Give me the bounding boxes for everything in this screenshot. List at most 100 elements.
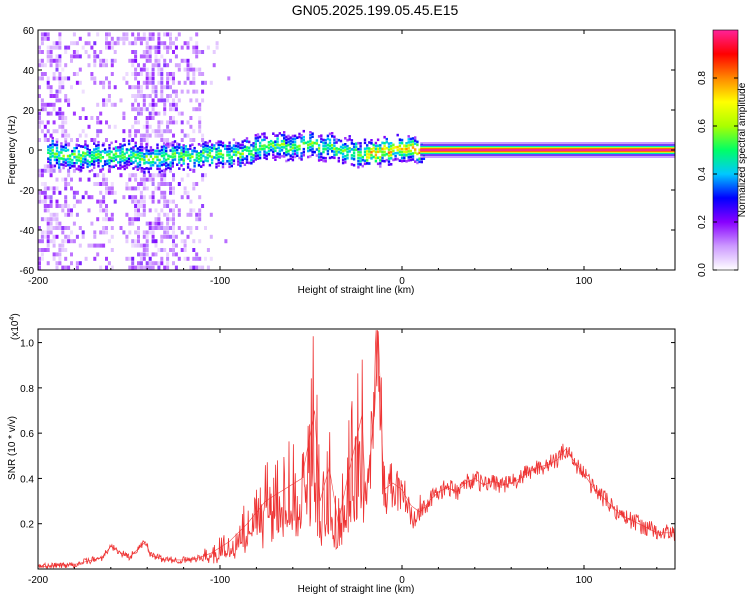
spectrogram-ridge-cell [254,158,257,161]
spectrogram-ridge-cell [398,159,402,162]
spectrogram-ridge-cell [64,161,67,164]
spectrogram-cell [61,204,65,208]
spectrogram-ridge-cell [226,151,229,154]
spectrogram-ridge-cell [420,157,423,161]
spectrogram-ridge-cell [60,157,63,160]
spectrogram-ridge-cell [385,158,388,162]
spectrogram-ridge-cell [276,152,279,155]
spectrogram-cell [99,120,103,125]
y-tick-label: 0.4 [20,474,34,485]
spectrogram-ridge-cell [58,151,61,154]
spectrogram-cell [38,116,41,120]
spectrogram-cell [157,226,161,230]
spectrogram-ridge-cell [221,156,225,160]
spectrogram-cell [174,120,178,125]
spectrogram-ridge-cell [287,134,290,138]
spectrogram-ridge-cell [186,151,190,154]
spectrogram-ridge-cell [191,149,194,152]
spectrogram-cell [139,36,143,41]
spectrogram-ridge-cell [156,146,159,150]
spectrogram-cell [43,182,47,186]
spectrogram-ridge-cell [90,162,94,166]
spectrogram-ridge-cell [165,164,168,168]
spectrogram-cell [81,45,85,50]
spectrogram-cell [38,168,41,173]
spectrogram-cell [201,133,205,138]
spectrogram-cell [154,54,158,59]
spectrogram-ridge-cell [147,161,150,165]
spectrogram-cell [55,221,59,226]
spectrogram-ridge-cell [324,138,327,142]
spectrogram-ridge-cell [51,151,54,155]
spectrogram-ridge-cell [97,140,100,144]
spectrogram-ridge-cell [60,151,63,154]
spectrogram-ridge-cell [145,149,148,152]
spectrogram-cell [160,190,164,195]
spectrogram-cell [169,116,172,120]
spectrogram-ridge-cell [165,167,168,171]
spectrogram-cell [180,248,184,252]
spectrogram-ridge-cell [206,147,209,151]
spectrogram-ridge-cell [162,157,166,160]
spectrogram-cell [160,248,164,252]
spectrogram-cell [186,67,190,72]
spectrogram-ridge-cell [106,159,109,163]
spectrogram-cell [139,107,143,112]
spectrogram-ridge-cell [226,145,229,148]
spectrogram-ridge-cell [193,161,196,165]
spectrogram-ridge-cell [49,158,52,162]
spectrogram-cell [172,72,175,76]
spectrogram-cell [166,45,170,50]
spectrogram-ridge-cell [160,163,164,167]
spectrogram-cell [142,98,146,103]
spectrogram-cell [40,199,44,204]
spectrogram-cell [180,138,184,142]
spectrogram-ridge-cell [293,146,297,150]
spectrogram-cell [151,67,155,72]
spectrogram-ridge-cell [298,144,301,148]
spectrogram-ridge-cell [346,156,349,160]
spectrogram-cell [145,94,149,98]
spectrogram-cell [142,199,146,204]
spectrogram-ridge-cell [97,164,100,168]
spectrogram-ridge-cell [230,155,233,159]
spectrogram-ridge-cell [359,145,362,148]
spectrogram-ridge-cell [173,146,177,149]
spectrogram-ridge-cell [381,147,384,151]
spectrogram-ridge-cell [359,148,362,151]
spectrogram-cell [113,41,117,46]
spectrogram-ridge-cell [256,154,260,157]
spectrogram-cell [70,138,73,142]
spectrogram-cell [151,98,155,103]
x-tick-label: -200 [28,575,48,586]
spectrogram-ridge-cell [112,153,115,157]
spectrogram-cell [40,168,44,173]
snr-line-group [38,330,675,569]
spectrogram-ridge-cell [178,146,181,149]
spectrogram-ridge-cell [88,152,91,155]
spectrogram-ridge-cell [82,160,85,163]
spectrogram-ridge-cell [119,146,122,149]
spectrogram-cell [145,252,149,257]
spectrogram-cell [107,80,111,85]
spectrogram-ridge-cell [398,141,402,144]
spectrogram-cell [160,239,164,244]
spectrogram-cell [169,186,172,191]
spectrogram-ridge-cell [75,143,78,147]
spectrogram-cell [201,173,205,178]
spectrogram-cell [163,32,167,37]
spectrogram-ridge-cell [106,150,109,154]
spectrogram-cell [137,129,140,134]
spectrogram-cell [160,256,164,261]
spectrogram-ridge-cell [210,143,214,147]
spectrogram-cell [110,182,114,186]
spectrogram-cell [172,270,175,274]
spectrogram-cell [134,243,138,248]
spectrogram-cell [96,129,100,134]
spectrogram-cell [198,107,202,112]
spectrogram-ridge-cell [359,142,362,145]
spectrogram-cell [43,138,47,142]
spectrogram-cell [78,116,82,120]
spectrogram-ridge-cell [176,148,179,151]
